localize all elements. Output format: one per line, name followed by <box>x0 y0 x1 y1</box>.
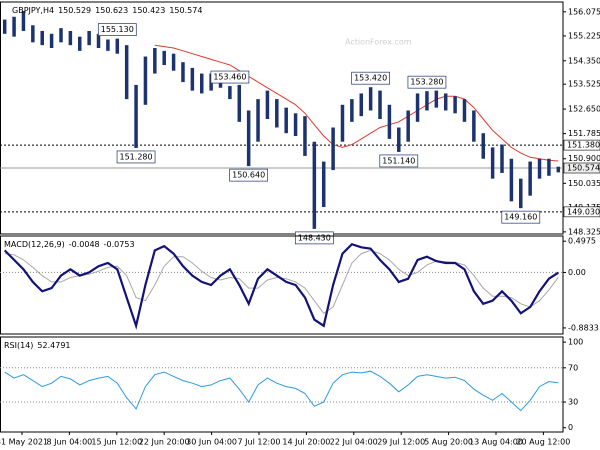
annotation-label: 151.280 <box>120 152 153 161</box>
macd-line <box>3 242 559 330</box>
pane-frame <box>0 235 564 335</box>
y-tick-label: 148.325 <box>568 227 600 236</box>
y-tick-label: 0.4975 <box>568 237 596 246</box>
header-value: 150.529 <box>58 6 91 15</box>
annotation-label: 150.640 <box>232 171 265 180</box>
x-tick-label: 8 Jun 04:00 <box>47 438 93 447</box>
y-tick-label: 150.035 <box>568 179 600 188</box>
header: GBPJPY,H4 150.529 150.623 150.423 150.574 <box>12 6 202 15</box>
annotation-box <box>407 75 447 89</box>
x-tick-label: 14 Jul 20:00 <box>282 438 330 447</box>
y-tick-label: -0.8833 <box>568 323 599 332</box>
x-tick-label: 30 Jun 04:00 <box>186 438 237 447</box>
annotation-box <box>210 70 250 84</box>
x-tick-label: 20 Aug 12:00 <box>516 438 570 447</box>
annotation-box <box>229 168 269 182</box>
y-tick-label: 0.00 <box>568 268 586 277</box>
price-level-box <box>563 206 600 218</box>
annotation-box <box>351 71 390 85</box>
indicator-value: -0.0048 <box>69 240 100 249</box>
y-tick-label: 153.525 <box>568 80 600 89</box>
x-tick-label: 7 Jul 12:00 <box>238 438 281 447</box>
annotation-box <box>379 154 419 168</box>
y-tick-label: 30 <box>568 398 578 407</box>
x-tick-label: 15 Jun 12:00 <box>91 438 142 447</box>
annotation-label: 153.460 <box>213 73 246 82</box>
y-tick-label: 154.350 <box>568 56 600 65</box>
price-level-box <box>563 162 600 174</box>
price-level-label: 150.574 <box>567 164 600 173</box>
annotation-label: 149.160 <box>504 213 537 222</box>
price-level-label: 149.030 <box>567 207 600 216</box>
annotation-box <box>501 210 541 224</box>
x-tick-label: 22 Jul 04:00 <box>330 438 378 447</box>
y-tick-label: 152.650 <box>568 105 600 114</box>
annotation-label: 151.140 <box>382 156 415 165</box>
y-tick-label: 156.075 <box>568 7 600 16</box>
y-tick-label: 70 <box>568 363 578 372</box>
x-tick-label: 22 Jun 20:00 <box>139 438 190 447</box>
indicator-value: 52.4791 <box>37 341 70 350</box>
header-value: 150.623 <box>95 6 128 15</box>
header-value: 150.574 <box>169 6 202 15</box>
annotation-box <box>294 231 334 245</box>
annotation-box <box>116 150 156 164</box>
y-tick-label: 0 <box>568 423 573 432</box>
signal-line <box>4 249 559 314</box>
symbol: GBPJPY,H4 <box>12 6 54 15</box>
price-level-box <box>563 139 600 151</box>
y-tick-label: 151.785 <box>568 129 600 138</box>
annotation-label: 155.130 <box>101 25 134 34</box>
x-tick-label: 29 Jul 12:00 <box>377 438 425 447</box>
x-tick-label: 13 Aug 04:00 <box>469 438 523 447</box>
x-tick-label: 31 May 2021 <box>0 438 48 447</box>
pane-frame <box>0 1 564 235</box>
indicator-header: RSI(14) 52.4791 <box>4 341 71 350</box>
y-tick-label: 150.900 <box>568 154 600 163</box>
price-level-label: 151.380 <box>567 141 600 150</box>
x-tick-label: 5 Aug 20:00 <box>424 438 473 447</box>
annotation-box <box>97 23 137 36</box>
y-tick-label: 155.225 <box>568 31 600 40</box>
ma_values-line <box>154 44 559 162</box>
y-tick-label: 100 <box>568 338 583 347</box>
indicator-name: RSI(14) <box>4 341 33 350</box>
indicator-value: -0.0753 <box>104 240 135 249</box>
watermark: ActionForex.com <box>345 38 412 47</box>
rsi-line <box>4 370 559 412</box>
header-value: 150.423 <box>132 6 165 15</box>
pane-frame <box>0 336 564 433</box>
annotation-label: 153.420 <box>354 74 387 83</box>
annotation-label: 148.430 <box>298 233 331 242</box>
indicator-name: MACD(12,26,9) <box>4 240 65 249</box>
indicator-header: MACD(12,26,9) -0.0048 -0.0753 <box>4 240 135 249</box>
annotation-label: 153.280 <box>410 78 443 87</box>
